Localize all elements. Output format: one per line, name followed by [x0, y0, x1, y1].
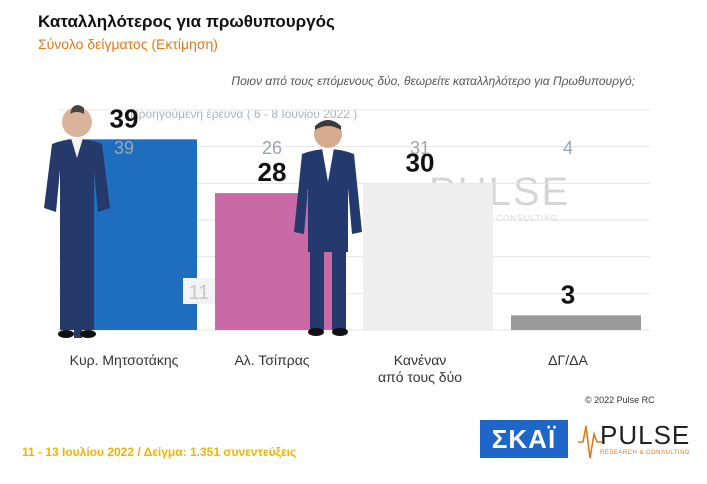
- survey-footer: 11 - 13 Ιουλίου 2022 / Δείγμα: 1.351 συν…: [22, 445, 297, 459]
- category-label-2: Κανέναν: [394, 352, 447, 368]
- category-label-2: από τους δύο: [378, 369, 462, 385]
- chart-title: Καταλληλότερος για πρωθυπουργός: [38, 12, 335, 31]
- mitsotakis-photo: [44, 105, 110, 338]
- pulse-logo: PULSE RESEARCH & CONSULTING: [578, 418, 691, 462]
- previous-value-2: 31: [410, 138, 430, 158]
- watermark-sub: RESEARCH & CONSULTING: [431, 214, 559, 223]
- copyright-text: © 2022 Pulse RC: [585, 395, 655, 405]
- previous-value-0: 39: [114, 138, 134, 158]
- skai-logo: ΣΚΑΪ: [480, 420, 568, 458]
- chart-subtitle: Σύνολο δείγματος (Εκτίμηση): [38, 36, 218, 52]
- survey-question: Ποιον από τους επόμενους δύο, θεωρείτε κ…: [231, 74, 635, 88]
- bar-2: [363, 183, 493, 330]
- previous-value-3: 4: [563, 138, 573, 158]
- value-label-2: 30: [406, 147, 435, 177]
- bar-3: [511, 315, 641, 330]
- category-label-0: Κυρ. Μητσοτάκης: [70, 352, 179, 368]
- pulse-logo-sub: RESEARCH & CONSULTING: [600, 450, 691, 456]
- difference-box: [183, 278, 215, 304]
- previous-value-1: 26: [262, 138, 282, 158]
- category-label-3: ΔΓ/ΔΑ: [548, 352, 588, 368]
- value-label-0: 39: [110, 103, 139, 133]
- value-label-1: 28: [258, 157, 287, 187]
- value-label-3: 3: [561, 279, 575, 309]
- difference-label: 11: [189, 282, 210, 304]
- category-label-1: Αλ. Τσίπρας: [234, 352, 309, 368]
- tsipras-photo: [294, 120, 362, 336]
- pulse-logo-wave-icon: [578, 425, 602, 459]
- pulse-logo-word: PULSE: [600, 420, 691, 450]
